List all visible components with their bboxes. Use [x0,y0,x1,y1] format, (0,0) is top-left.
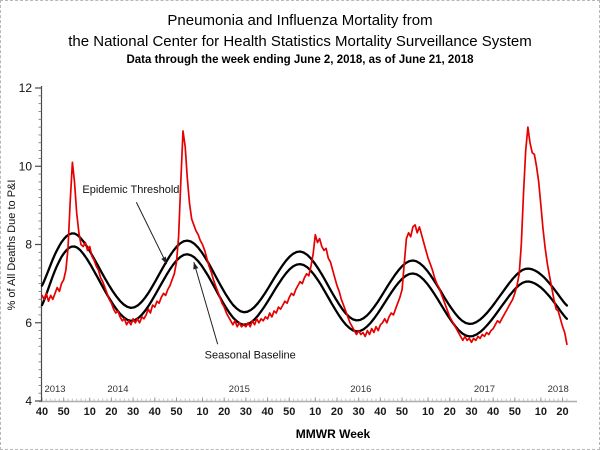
x-tick-label: 50 [170,406,182,418]
x-tick-label: 50 [396,406,408,418]
annotation-arrow-line [193,261,219,345]
annotation-seasonal-baseline: Seasonal Baseline [193,261,296,362]
annotation-arrowhead-icon [193,262,199,270]
series-weekly-of-deaths-due-to-p-i [41,126,568,346]
x-year-label: 2018 [548,384,569,395]
x-tick-label: 20 [444,406,456,418]
y-axis-title: % of All Deaths Due to P&I [6,180,18,311]
annotation-label: Seasonal Baseline [205,350,296,362]
annotation-epidemic-threshold: Epidemic Threshold [82,184,179,265]
x-tick-label: 30 [127,406,139,418]
series-epidemic-threshold [40,232,569,326]
y-tick-label: 12 [19,81,33,95]
x-tick-label: 40 [261,406,273,418]
x-year-label: 2016 [350,384,371,395]
x-tick-label: 10 [196,406,208,418]
annotation-label: Epidemic Threshold [82,184,179,196]
x-year-label: 2014 [107,384,128,395]
x-tick-label: 50 [509,406,521,418]
x-tick-label: 30 [465,406,477,418]
chart-title-line1: Pneumonia and Influenza Mortality from [167,12,433,29]
x-tick-label: 50 [58,406,70,418]
x-axis: 40 50 10 20 30 40 50 10 20 30 40 50 10 20 30 40 50 10 20 30… [36,384,577,441]
chart-subtitle: Data through the week ending June 2, 201… [126,54,474,66]
y-tick-label: 6 [25,316,32,330]
x-tick-label: 40 [149,406,161,418]
x-tick-label: 10 [309,406,321,418]
annotation-arrow-line [135,202,168,265]
x-tick-label: 40 [36,406,48,418]
x-tick-label: 10 [422,406,434,418]
x-axis-title: MMWR Week [296,427,371,441]
x-year-label: 2017 [474,384,495,395]
x-tick-label: 10 [84,406,96,418]
x-year-label: 2015 [229,384,250,395]
pi-mortality-chart: 40 50 10 20 30 40 50 10 20 30 40 50 10 20 30 40 50 10 20 30… [6,81,577,441]
x-tick-label: 40 [487,406,499,418]
x-tick-label: 20 [331,406,343,418]
x-tick-label: 10 [535,406,547,418]
y-axis: 4 6 8 10 12 % of All Deaths Due to P&I [6,81,43,408]
x-year-label: 2013 [44,384,65,395]
x-tick-label: 50 [283,406,295,418]
x-tick-label: 40 [374,406,386,418]
x-tick-label: 20 [218,406,230,418]
x-tick-label: 20 [105,406,117,418]
y-tick-label: 10 [19,159,33,173]
chart-title-line2: the National Center for Health Statistic… [68,33,532,50]
x-tick-label: 30 [240,406,252,418]
x-tick-label: 30 [353,406,365,418]
annotation-arrowhead-icon [161,256,167,265]
x-tick-label: 20 [556,406,568,418]
series-seasonal-baseline [40,245,569,338]
y-tick-label: 8 [25,238,32,252]
chart-header: Pneumonia and Influenza Mortality from t… [1,1,599,66]
y-tick-label: 4 [25,394,32,408]
